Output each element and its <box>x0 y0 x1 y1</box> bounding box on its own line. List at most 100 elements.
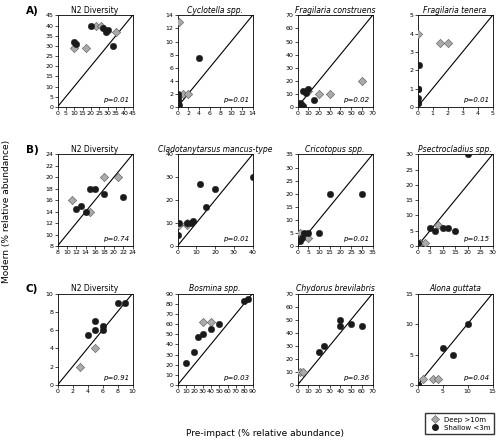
Point <box>70 44 78 51</box>
Point <box>114 299 122 306</box>
Point <box>414 239 422 246</box>
Point <box>421 239 429 246</box>
Title: Psectrocladius spp.: Psectrocladius spp. <box>418 145 492 154</box>
Point <box>296 368 304 375</box>
Text: p=0.02: p=0.02 <box>344 97 369 103</box>
Point <box>304 235 312 242</box>
Point <box>444 39 452 46</box>
Point <box>414 100 422 107</box>
Point <box>296 99 304 106</box>
Point <box>183 220 191 227</box>
Point <box>98 326 106 334</box>
Title: N2 Diversity: N2 Diversity <box>72 6 118 15</box>
Point <box>104 26 112 33</box>
Point <box>296 237 304 244</box>
Point <box>98 322 106 329</box>
Legend: Deep >10m, Shallow <3m: Deep >10m, Shallow <3m <box>424 413 494 434</box>
Point <box>299 102 307 109</box>
Point <box>300 229 308 236</box>
Title: Fragilaria construens: Fragilaria construens <box>295 6 375 15</box>
Point <box>464 320 471 327</box>
Point <box>72 205 80 212</box>
Point <box>114 174 122 181</box>
Point <box>244 295 252 302</box>
Point <box>448 351 456 358</box>
Point <box>186 220 194 227</box>
Point <box>304 85 312 92</box>
Point <box>315 349 323 356</box>
Point <box>302 89 310 96</box>
Point <box>194 334 202 341</box>
Point <box>414 85 422 92</box>
Point <box>414 85 422 92</box>
Text: A): A) <box>26 6 39 16</box>
Point <box>434 375 442 382</box>
Point <box>326 190 334 197</box>
Text: Modern (% relative abundance): Modern (% relative abundance) <box>2 139 12 283</box>
Point <box>248 174 256 181</box>
Point <box>347 320 355 327</box>
Text: p=0.91: p=0.91 <box>104 375 130 381</box>
Text: p=0.01: p=0.01 <box>344 236 369 242</box>
Point <box>182 359 190 366</box>
Point <box>174 100 182 107</box>
Point <box>298 235 306 242</box>
Point <box>211 185 219 192</box>
Point <box>336 316 344 323</box>
Point <box>304 229 312 236</box>
Point <box>86 208 94 215</box>
Point <box>414 100 422 107</box>
Text: p=0.01: p=0.01 <box>224 97 250 103</box>
Text: B): B) <box>26 145 39 155</box>
Point <box>296 229 304 236</box>
Point <box>431 227 439 234</box>
Point <box>438 224 446 231</box>
Point <box>174 231 182 238</box>
Point <box>414 381 422 389</box>
Title: Chydorus brevilabris: Chydorus brevilabris <box>296 284 374 293</box>
Text: p=0.04: p=0.04 <box>464 375 489 381</box>
Point <box>444 224 452 231</box>
Point <box>179 90 187 97</box>
Point <box>82 44 90 51</box>
Point <box>183 220 191 227</box>
Point <box>91 345 99 352</box>
Point <box>72 40 80 48</box>
Point <box>119 194 127 201</box>
Point <box>108 42 116 49</box>
Point <box>87 22 95 29</box>
Point <box>102 28 110 35</box>
Point <box>414 381 422 389</box>
Point <box>174 101 182 108</box>
Text: p=0.15: p=0.15 <box>464 236 489 242</box>
Title: N2 Diversity: N2 Diversity <box>72 284 118 293</box>
Point <box>202 204 209 211</box>
Point <box>310 97 318 104</box>
Point <box>92 22 100 29</box>
Point <box>84 331 92 338</box>
Point <box>304 88 312 95</box>
Point <box>198 319 206 326</box>
Point <box>428 375 436 382</box>
Point <box>190 349 198 356</box>
Point <box>434 221 442 228</box>
Text: p=0.01: p=0.01 <box>224 236 250 242</box>
Title: Bosmina spp.: Bosmina spp. <box>190 284 240 293</box>
Text: p=0.36: p=0.36 <box>344 375 369 381</box>
Title: Alona guttata: Alona guttata <box>429 284 481 293</box>
Point <box>86 185 94 192</box>
Point <box>438 345 446 352</box>
Point <box>97 22 105 29</box>
Point <box>174 97 182 104</box>
Point <box>195 55 203 62</box>
Point <box>436 39 444 46</box>
Point <box>175 18 183 26</box>
Point <box>198 330 206 337</box>
Point <box>414 381 422 389</box>
Title: Fragilaria tenera: Fragilaria tenera <box>424 6 486 15</box>
Point <box>76 363 84 370</box>
Point <box>414 85 422 92</box>
Text: C): C) <box>26 284 38 294</box>
Point <box>196 181 204 188</box>
Point <box>188 217 196 224</box>
